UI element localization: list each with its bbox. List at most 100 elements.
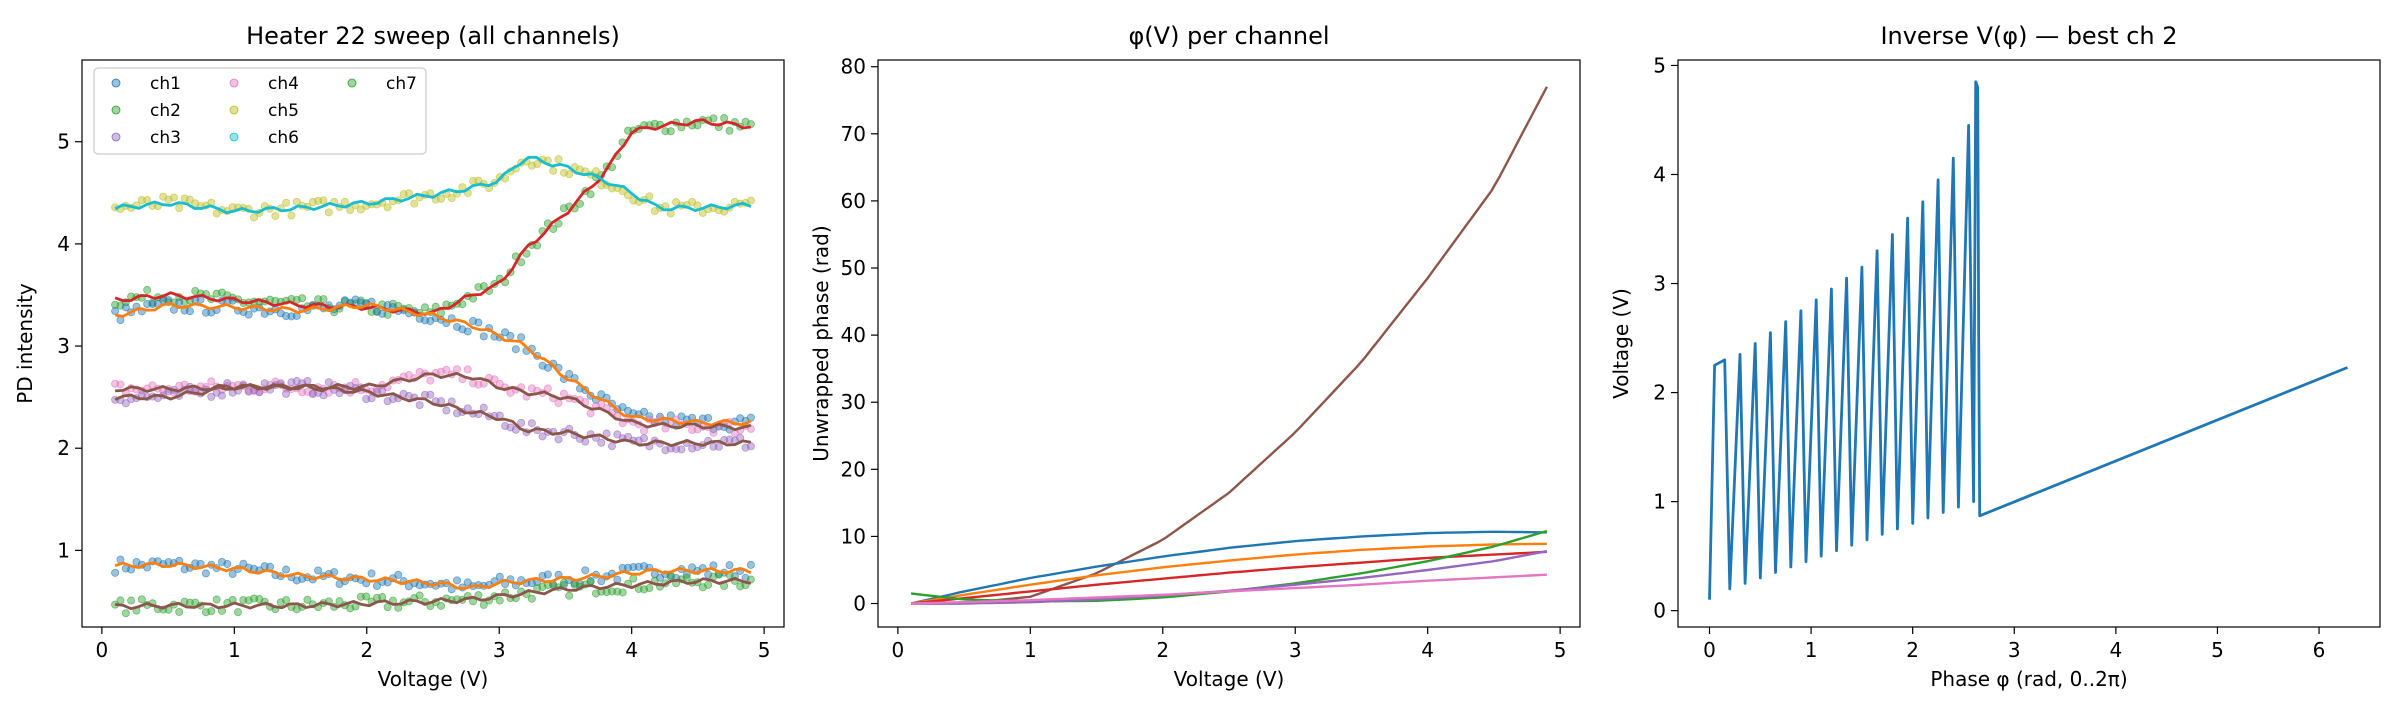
scatter-point (640, 434, 649, 443)
scatter-point (463, 578, 472, 587)
chart-title: Inverse V(φ) — best ch 2 (1880, 22, 2177, 50)
y-tick-label: 3 (1653, 272, 1666, 296)
scatter-point (324, 378, 333, 387)
scatter-point (351, 378, 360, 387)
scatter-point (378, 309, 387, 318)
scatter-point (442, 406, 451, 415)
scatter-point (207, 607, 216, 616)
series-line (1708, 80, 2349, 600)
legend-label: ch7 (386, 74, 417, 94)
y-axis-label: PD intensity (13, 283, 37, 404)
y-tick-label: 1 (1653, 490, 1666, 514)
scatter-point (458, 300, 467, 309)
scatter-point (640, 426, 649, 435)
legend-label: ch6 (268, 128, 299, 148)
series-line (910, 542, 1547, 605)
y-tick-label: 1 (57, 538, 70, 562)
scatter-point (217, 391, 226, 400)
scatter-point (426, 390, 435, 399)
scatter-point (677, 445, 686, 454)
scatter-point (143, 285, 152, 294)
x-tick-label: 2 (1906, 638, 1919, 662)
scatter-point (543, 363, 552, 372)
y-tick-label: 50 (841, 256, 866, 280)
scatter-point (442, 365, 451, 374)
scatter-point (116, 380, 125, 389)
x-tick-label: 4 (625, 638, 638, 662)
scatter-point (228, 570, 237, 579)
legend-label: ch5 (268, 101, 299, 121)
scatter-point (682, 573, 691, 582)
scatter-point (346, 206, 355, 215)
scatter-point (746, 413, 755, 422)
scatter-point (549, 166, 558, 175)
scatter-point (629, 574, 638, 583)
x-tick-label: 0 (1703, 638, 1716, 662)
data-layer (111, 114, 755, 618)
series-line (114, 561, 752, 590)
scatter-point (453, 576, 462, 585)
scatter-point (607, 442, 616, 451)
scatter-point (565, 170, 574, 179)
scatter-point (586, 409, 595, 418)
panel-heater-sweep: 0 1 2 3 4 5 1 2 3 4 5 Heater 22 sweep (all channels… (13, 22, 785, 691)
scatter-point (319, 196, 328, 205)
scatter-point (201, 569, 210, 578)
scatter-point (746, 560, 755, 569)
x-tick-label: 3 (493, 638, 506, 662)
scatter-point (271, 211, 280, 220)
legend-frame (93, 67, 427, 155)
scatter-point (169, 193, 178, 202)
scatter-point (404, 189, 413, 198)
x-tick-label: 2 (1156, 638, 1169, 662)
scatter-point (533, 160, 542, 169)
scatter-point (559, 578, 568, 587)
x-tick-label: 3 (1289, 638, 1302, 662)
scatter-point (704, 580, 713, 589)
scatter-point (335, 597, 344, 606)
scatter-point (116, 596, 125, 605)
scatter-point (453, 365, 462, 374)
scatter-point (746, 442, 755, 451)
y-tick-label: 4 (57, 232, 70, 256)
scatter-point (185, 195, 194, 204)
y-tick-label: 2 (57, 436, 70, 460)
scatter-point (479, 403, 488, 412)
scatter-point (725, 126, 734, 135)
panel-inverse-voltage: 0 1 2 3 4 5 6 0 1 2 3 4 5 Inverse V(φ) — best ch 2 Pha… (1609, 22, 2381, 691)
legend-label: ch3 (150, 128, 181, 148)
axes-frame (877, 59, 1581, 628)
x-tick-label: 1 (1805, 638, 1818, 662)
scatter-point (479, 600, 488, 609)
y-tick-label: 5 (1653, 53, 1666, 77)
scatter-point (410, 199, 419, 208)
scatter-point (362, 592, 371, 601)
scatter-point (282, 565, 291, 574)
scatter-point (554, 155, 563, 164)
x-tick-label: 4 (2109, 638, 2122, 662)
scatter-point (121, 399, 130, 408)
scatter-point (185, 307, 194, 316)
scatter-point (479, 282, 488, 291)
scatter-point (581, 437, 590, 446)
scatter-point (287, 211, 296, 220)
legend-marker (111, 78, 121, 88)
x-tick-label: 3 (2008, 638, 2021, 662)
y-axis-label: Unwrapped phase (rad) (809, 225, 833, 461)
scatter-point (709, 428, 718, 437)
scatter-point (495, 572, 504, 581)
scatter-point (437, 601, 446, 610)
legend-marker (229, 105, 239, 115)
scatter-point (175, 607, 184, 616)
scatter-point (319, 391, 328, 400)
legend-marker (229, 132, 239, 142)
scatter-point (495, 596, 504, 605)
x-tick-label: 0 (96, 638, 109, 662)
scatter-point (367, 394, 376, 403)
scatter-point (645, 584, 654, 593)
scatter-point (121, 609, 130, 618)
scatter-point (618, 403, 627, 412)
scatter-point (666, 127, 675, 136)
